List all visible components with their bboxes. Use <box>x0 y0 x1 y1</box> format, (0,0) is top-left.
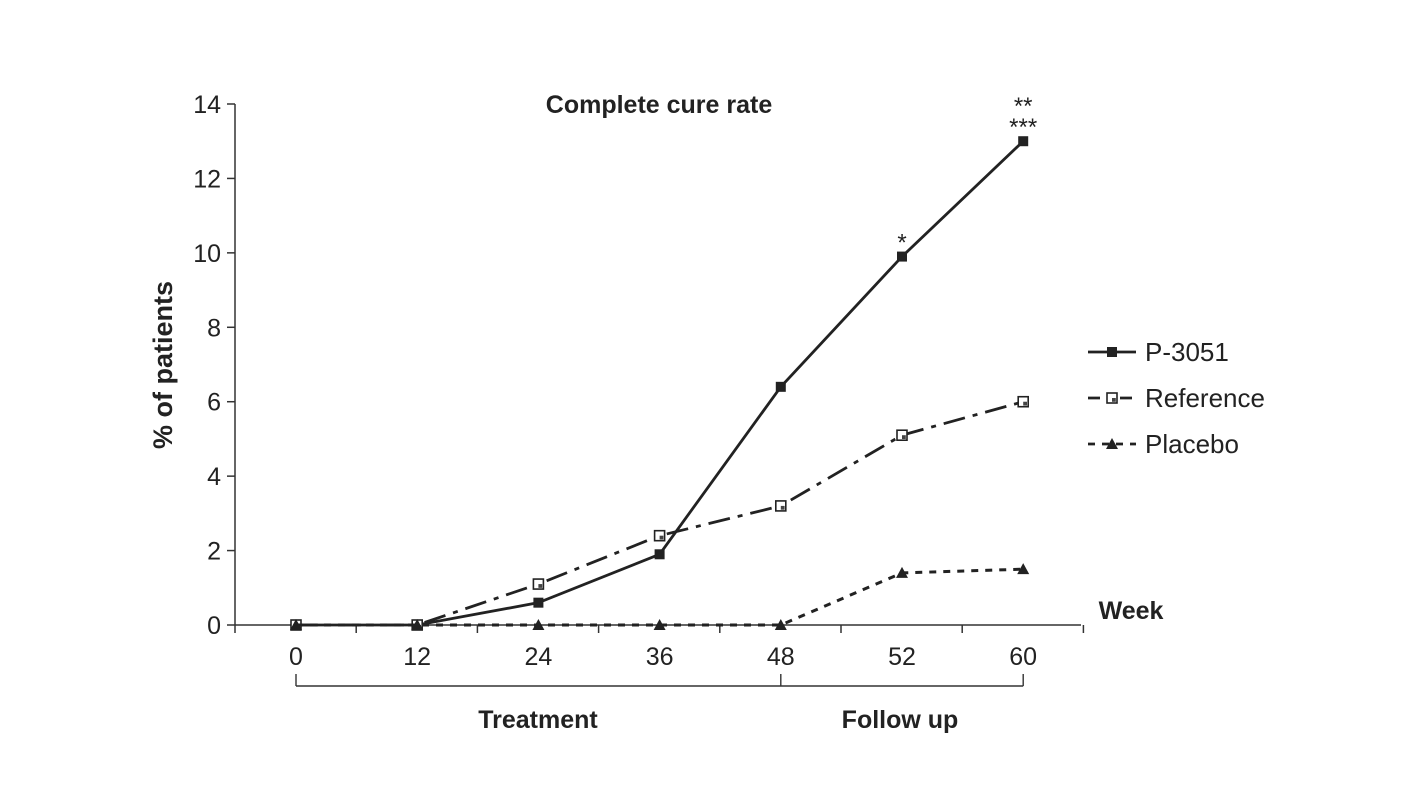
y-ticks: 0 2 4 6 8 10 12 14 <box>193 91 235 640</box>
significance-annotation: *** <box>1009 114 1037 141</box>
marker-fill-corner <box>659 535 664 540</box>
data-point-marker <box>533 597 544 608</box>
x-tick-label: 48 <box>767 643 795 671</box>
data-point-marker <box>896 429 908 442</box>
series-p-3051 <box>291 136 1029 630</box>
data-point-marker <box>896 566 908 578</box>
data-point-marker <box>532 578 545 590</box>
x-axis-label: Week <box>1099 597 1164 625</box>
series-placebo <box>290 563 1030 630</box>
data-point-marker <box>654 549 665 560</box>
legend-label: Placebo <box>1145 429 1239 459</box>
series-line <box>296 567 1024 627</box>
x-tick-label: 60 <box>1009 643 1037 671</box>
chart-title: Complete cure rate <box>546 91 773 119</box>
data-point-marker <box>897 251 907 262</box>
x-tick-label: 52 <box>888 643 916 671</box>
data-point-marker <box>653 529 666 542</box>
marker-fill-corner <box>780 505 785 510</box>
legend-label: P-3051 <box>1145 337 1229 367</box>
y-tick-label: 6 <box>207 389 221 417</box>
data-point-marker <box>1107 347 1117 357</box>
y-tick-label: 2 <box>207 538 221 566</box>
legend-item: Reference <box>1088 383 1265 413</box>
x-tick-label: 36 <box>646 643 674 671</box>
series-line <box>296 400 1024 627</box>
data-point-marker <box>1017 395 1030 408</box>
marker-fill-corner <box>1023 401 1027 406</box>
y-tick-label: 14 <box>193 91 221 119</box>
x-tick-label: 12 <box>403 643 431 671</box>
legend-item: Placebo <box>1088 429 1239 459</box>
data-point-marker <box>774 619 787 630</box>
y-tick-label: 8 <box>207 314 221 342</box>
y-axis-label: % of patients <box>148 281 178 449</box>
y-tick-label: 12 <box>193 165 221 193</box>
significance-annotation: ** <box>1014 93 1033 120</box>
period-label: Treatment <box>478 706 598 734</box>
series-reference <box>290 395 1030 631</box>
y-tick-label: 0 <box>207 612 221 640</box>
marker-fill-corner <box>538 584 543 588</box>
data-point-marker <box>290 619 302 630</box>
x-tick-label: 24 <box>524 643 552 671</box>
period-label: Follow up <box>842 706 959 734</box>
data-point-marker <box>653 619 666 630</box>
legend-label: Reference <box>1145 383 1265 413</box>
y-tick-label: 4 <box>207 463 221 491</box>
annotation-layer: ****** <box>897 93 1037 256</box>
y-tick-label: 10 <box>193 240 221 268</box>
data-point-marker <box>775 381 786 392</box>
significance-annotation: * <box>897 230 906 257</box>
marker-fill-corner <box>902 435 906 440</box>
legend-item: P-3051 <box>1088 337 1229 367</box>
legend: P-3051 Reference Placebo <box>1088 337 1265 459</box>
x-tick-label: 0 <box>289 643 303 671</box>
data-point-marker <box>774 500 787 512</box>
data-point-marker <box>1106 438 1118 449</box>
data-point-marker <box>532 619 545 630</box>
data-point-marker <box>411 619 424 630</box>
period-layer: Treatment Follow up <box>295 674 1024 734</box>
x-ticks: 0 12 24 36 48 52 60 <box>234 625 1085 671</box>
data-point-marker <box>1017 563 1030 575</box>
marker-fill-corner <box>1112 398 1116 402</box>
data-point-marker <box>1106 392 1118 404</box>
data-point-marker <box>1018 136 1029 147</box>
series-layer <box>290 136 1030 631</box>
